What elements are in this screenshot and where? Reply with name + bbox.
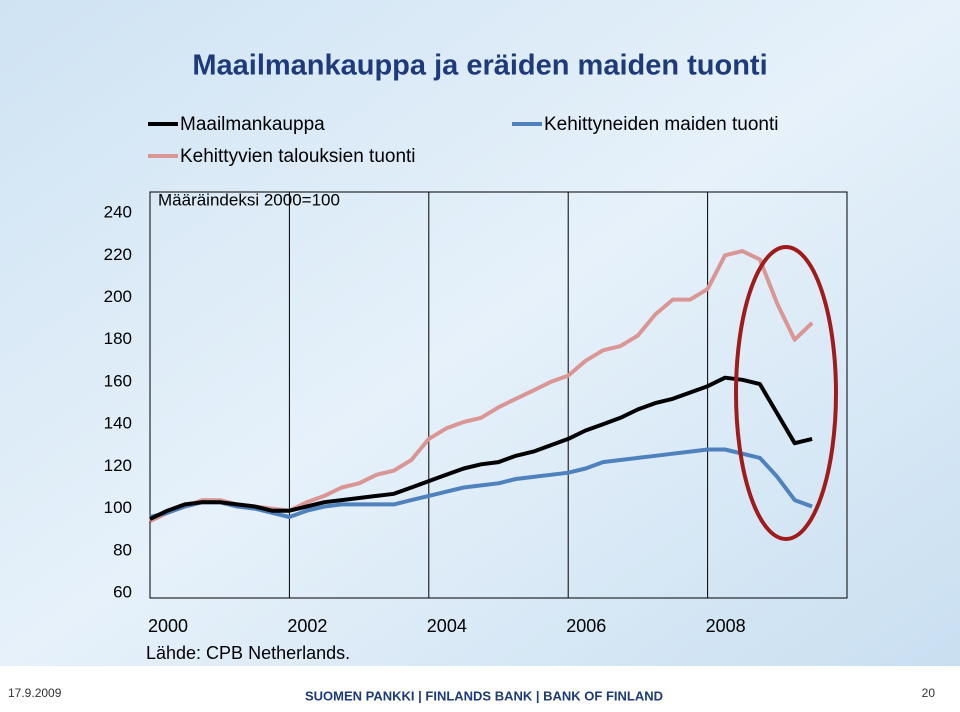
y-tick-label: 120 <box>104 456 132 475</box>
plot: 60 80 100 120 140 160 180 200 220 240 2000 2002 2004… <box>104 114 848 636</box>
x-tick-label: 2004 <box>427 616 467 636</box>
y-tick-label: 200 <box>104 287 132 306</box>
y-tick-label: 220 <box>104 245 132 264</box>
series-line <box>149 447 813 519</box>
legend-label: Kehittyvien talouksien tuonti <box>180 146 416 167</box>
x-tick-label: 2008 <box>706 616 746 636</box>
y-tick-label: 240 <box>104 203 132 222</box>
x-tick-label: 2006 <box>566 616 606 636</box>
highlight-ellipse <box>734 245 838 541</box>
source: Lähde: CPB Netherlands. <box>146 643 350 663</box>
y-tick-label: 80 <box>113 540 132 559</box>
y-tick-label: 140 <box>104 414 132 433</box>
x-tick-label: 2002 <box>287 616 327 636</box>
footer-date: 17.9.2009 <box>8 686 62 700</box>
legend-label: Kehittyneiden maiden tuonti <box>544 114 779 135</box>
y-tick-label: 60 <box>113 582 132 601</box>
footer-bar <box>0 666 960 707</box>
plot-frame <box>149 191 848 599</box>
y-tick-label: 180 <box>104 329 132 348</box>
footer-organization: SUOMEN PANKKI | FINLANDS BANK | BANK OF … <box>305 688 663 703</box>
subtitle: Määräindeksi 2000=100 <box>158 190 340 209</box>
y-tick-label: 100 <box>104 498 132 517</box>
page-number: 20 <box>922 686 936 700</box>
x-tick-label: 2000 <box>148 616 188 636</box>
background <box>0 0 960 666</box>
legend-label: Maailmankauppa <box>180 114 325 135</box>
series-line <box>149 375 813 521</box>
y-tick-label: 160 <box>104 371 132 390</box>
slide-title: Maailmankauppa ja eräiden maiden tuonti <box>192 50 767 82</box>
